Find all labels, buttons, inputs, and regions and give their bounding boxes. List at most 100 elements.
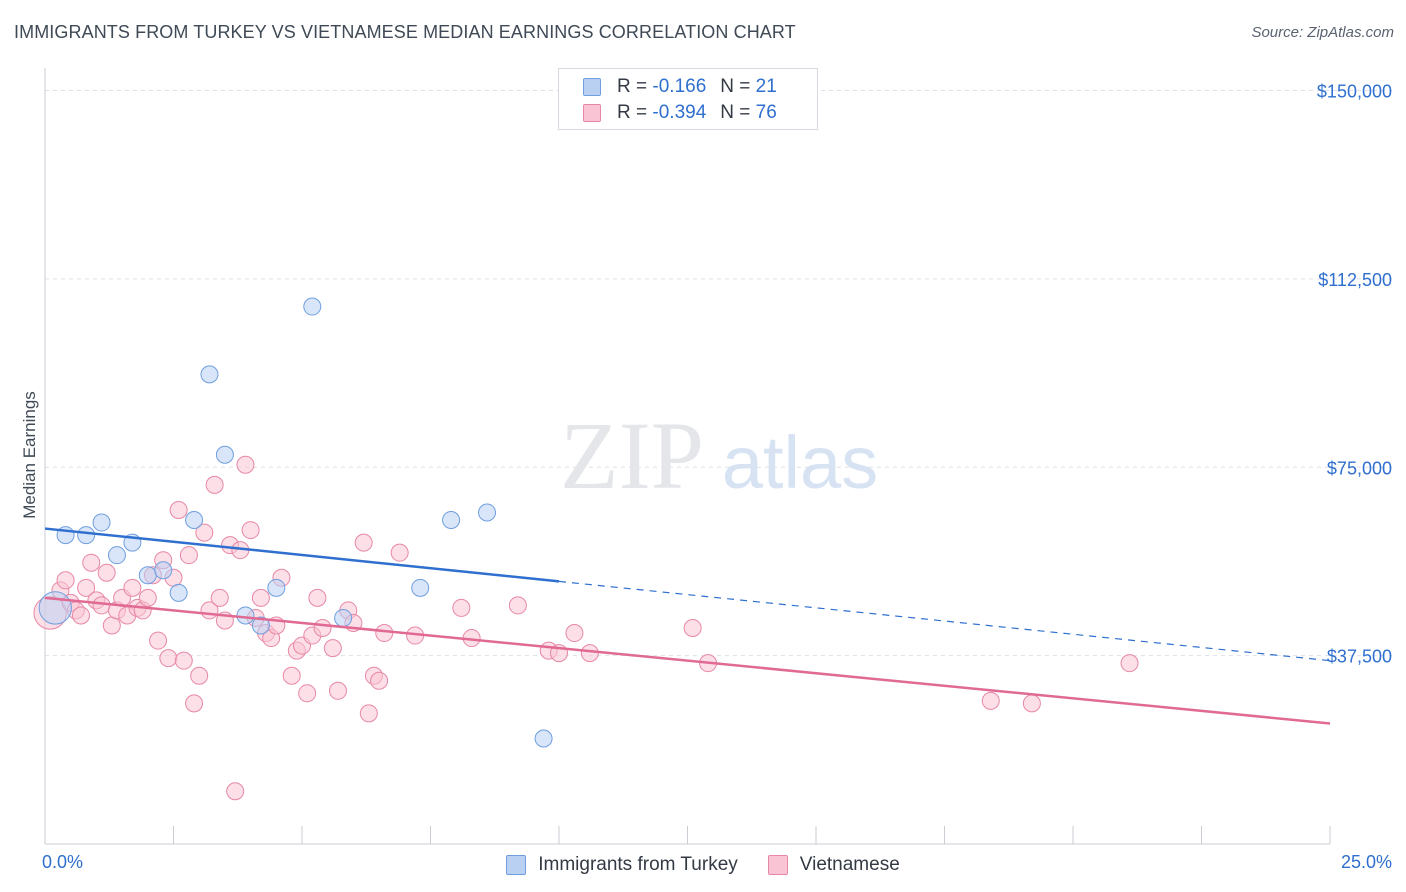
- turkey-point-6: [138, 566, 157, 585]
- turkey-point-17: [411, 578, 430, 597]
- vietnamese-point-37: [236, 455, 255, 474]
- series-legend-item-vietnamese: Vietnamese: [767, 854, 900, 876]
- vietnamese-point-6: [77, 578, 96, 597]
- turkey-point-18: [442, 511, 461, 530]
- turkey-point-20: [534, 729, 553, 748]
- vietnamese-point-28: [190, 666, 209, 685]
- turkey-point-8: [169, 583, 188, 602]
- turkey-point-4: [107, 546, 126, 565]
- legend-r-label: R =: [617, 76, 648, 97]
- watermark-atlas: atlas: [722, 421, 878, 504]
- vietnamese-point-48: [298, 684, 317, 703]
- series-immigrants-from-turkey: [38, 297, 553, 748]
- series-legend-label-turkey: Immigrants from Turkey: [538, 854, 738, 875]
- legend-r-value: -0.394: [652, 102, 707, 123]
- vietnamese-point-26: [179, 546, 198, 565]
- y-tick-label-2: $112,500: [1318, 270, 1392, 290]
- turkey-point-10: [200, 365, 219, 384]
- vietnamese-point-61: [390, 543, 409, 562]
- vietnamese-point-11: [102, 616, 121, 635]
- legend-n-value: 21: [755, 76, 777, 97]
- series-legend-swatch-blue: [506, 855, 527, 875]
- legend-swatch-pink: [583, 104, 601, 122]
- y-tick-labels: $37,500 $75,000 $112,500 $150,000: [1317, 82, 1392, 667]
- legend-swatch-blue: [583, 78, 601, 96]
- vietnamese-point-38: [241, 521, 260, 540]
- legend-n-label: N =: [720, 102, 751, 123]
- vietnamese-point-51: [313, 619, 332, 638]
- vietnamese-point-68: [565, 624, 584, 643]
- turkey-point-15: [303, 297, 322, 316]
- turkey-point-0: [38, 591, 72, 625]
- axes: [44, 68, 1331, 845]
- chart-title: IMMIGRANTS FROM TURKEY VS VIETNAMESE MED…: [14, 22, 796, 42]
- vietnamese-point-50: [308, 588, 327, 607]
- vietnamese-point-40: [251, 588, 270, 607]
- vietnamese-point-15: [123, 578, 142, 597]
- watermark: ZIP atlas: [560, 402, 878, 509]
- vietnamese-point-35: [226, 782, 245, 801]
- gridlines: [45, 90, 1392, 657]
- legend-r-label: R =: [617, 102, 648, 123]
- trend-line-turkey-dashed: [558, 580, 1331, 662]
- vietnamese-point-65: [508, 596, 527, 615]
- turkey-point-7: [154, 561, 173, 580]
- x-tick-label-min: 0.0%: [42, 852, 84, 872]
- vietnamese-point-52: [323, 639, 342, 658]
- turkey-point-13: [251, 616, 270, 635]
- vietnamese-point-25: [174, 651, 193, 670]
- vietnamese-point-32: [210, 588, 229, 607]
- vietnamese-point-69: [580, 644, 599, 663]
- x-tick-label-max: 25.0%: [1340, 852, 1392, 872]
- vietnamese-point-70: [683, 619, 702, 638]
- vietnamese-point-31: [205, 475, 224, 494]
- turkey-point-19: [478, 503, 497, 522]
- vietnamese-point-7: [82, 553, 101, 572]
- legend-row-vietnamese: R = -0.394 N = 76: [583, 101, 777, 125]
- vietnamese-point-20: [149, 631, 168, 650]
- legend-n-value: 76: [755, 102, 777, 123]
- vietnamese-point-59: [370, 671, 389, 690]
- vietnamese-point-56: [354, 533, 373, 552]
- vietnamese-point-57: [359, 704, 378, 723]
- series-legend-swatch-pink: [767, 855, 788, 875]
- legend-n-label: N =: [720, 76, 751, 97]
- turkey-point-16: [334, 608, 353, 627]
- series-legend: Immigrants from Turkey Vietnamese: [0, 852, 1406, 878]
- vietnamese-point-73: [1022, 694, 1041, 713]
- vietnamese-point-18: [138, 588, 157, 607]
- vietnamese-point-10: [97, 563, 116, 582]
- vietnamese-point-29: [195, 523, 214, 542]
- vietnamese-point-45: [282, 666, 301, 685]
- y-tick-label-0: $37,500: [1327, 647, 1392, 667]
- watermark-zip: ZIP: [560, 402, 704, 509]
- vietnamese-point-53: [328, 681, 347, 700]
- turkey-point-11: [215, 445, 234, 464]
- vietnamese-point-22: [159, 649, 178, 668]
- vietnamese-point-60: [375, 624, 394, 643]
- vietnamese-point-5: [71, 606, 90, 625]
- y-tick-label-1: $75,000: [1327, 458, 1392, 478]
- turkey-point-2: [77, 526, 96, 545]
- vietnamese-point-74: [1120, 654, 1139, 673]
- vietnamese-point-72: [981, 691, 1000, 710]
- correlation-legend: R = -0.166 N = 21 R = -0.394 N = 76: [558, 68, 818, 130]
- trend-line-turkey: [44, 527, 560, 583]
- turkey-point-3: [92, 513, 111, 532]
- vietnamese-point-27: [185, 694, 204, 713]
- trend-line-vietnamese: [44, 596, 1331, 725]
- vietnamese-point-63: [452, 598, 471, 617]
- source-label: Source: ZipAtlas.com: [1251, 24, 1394, 41]
- vietnamese-point-24: [169, 500, 188, 519]
- turkey-point-9: [185, 511, 204, 530]
- series-legend-label-vietnamese: Vietnamese: [799, 854, 900, 875]
- turkey-point-14: [267, 578, 286, 597]
- trend-lines: [44, 527, 1331, 725]
- legend-row-turkey: R = -0.166 N = 21: [583, 75, 777, 99]
- turkey-point-12: [236, 606, 255, 625]
- legend-r-value: -0.166: [652, 76, 707, 97]
- vietnamese-point-2: [56, 571, 75, 590]
- series-legend-item-turkey: Immigrants from Turkey: [506, 854, 738, 876]
- y-tick-label-3: $150,000: [1317, 82, 1392, 102]
